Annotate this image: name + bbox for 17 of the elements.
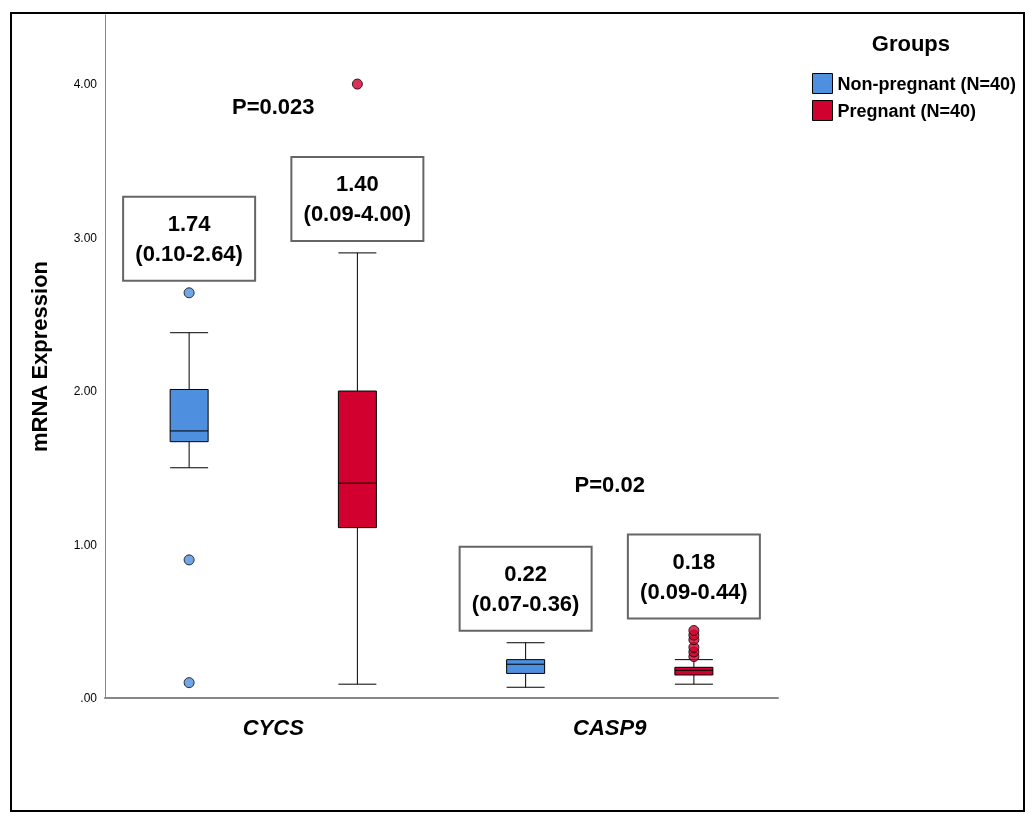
annotation: 1.74 (0.10-2.64) xyxy=(135,211,243,267)
x-tick-label: CASP9 xyxy=(573,714,648,740)
annotation: 0.22 (0.07-0.36) xyxy=(471,561,580,617)
legend-title: Groups xyxy=(871,30,951,56)
annotation: P=0.023 xyxy=(231,94,315,120)
y-tick-label: 4.00 xyxy=(73,77,98,92)
annotation: P=0.02 xyxy=(574,471,645,497)
legend-label: Non-pregnant (N=40) xyxy=(837,73,1017,94)
y-tick-label: 2.00 xyxy=(73,384,98,399)
legend-label: Pregnant (N=40) xyxy=(837,100,977,121)
x-tick-label: CYCS xyxy=(242,714,305,740)
annotation: 0.18 (0.09-0.44) xyxy=(640,548,748,604)
y-tick-label: 3.00 xyxy=(73,230,98,245)
y-axis-title: mRNA Expression xyxy=(26,260,52,453)
y-tick-label: 1.00 xyxy=(73,537,98,552)
annotation: 1.40 (0.09-4.00) xyxy=(303,171,412,227)
y-tick-label: .00 xyxy=(80,691,98,705)
